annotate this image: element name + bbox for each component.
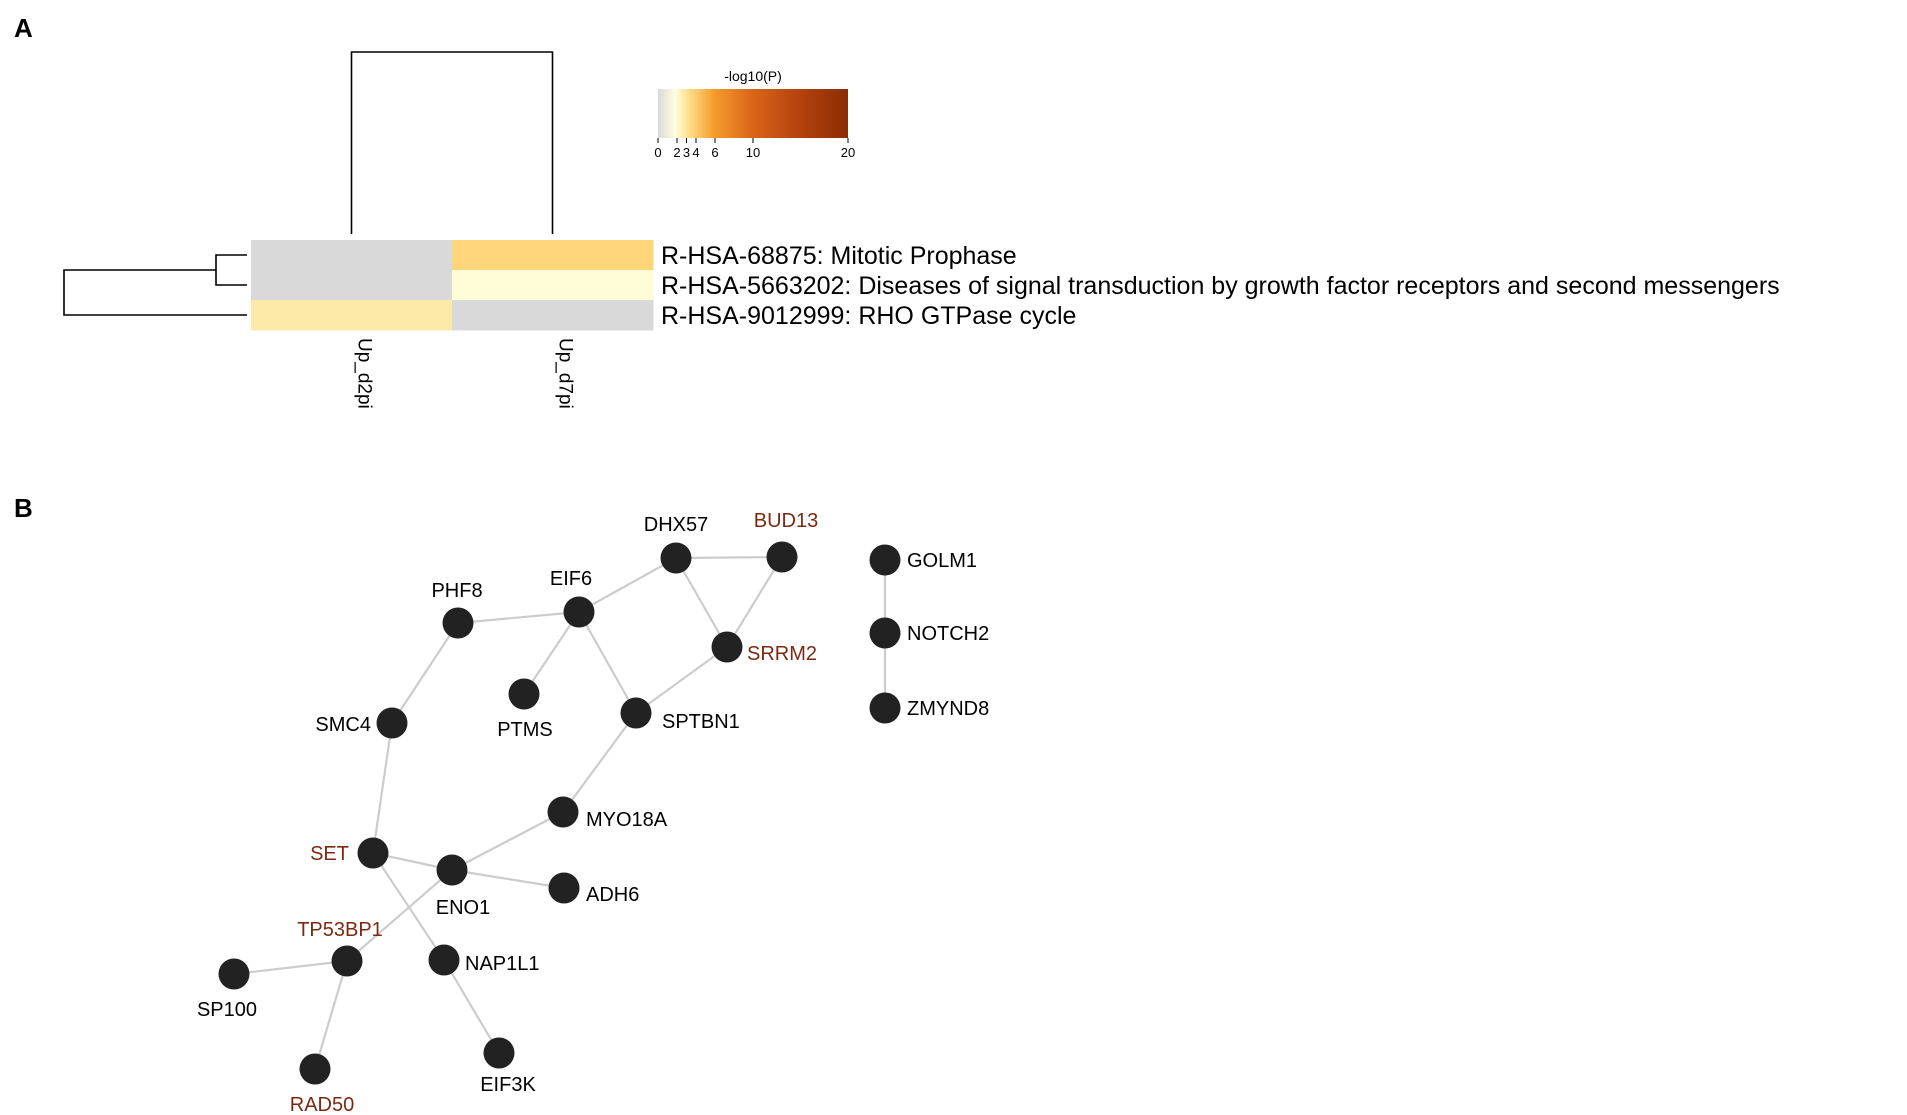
heatmap-cell <box>251 300 453 331</box>
node-label: SRRM2 <box>747 643 817 665</box>
network-node <box>218 958 250 990</box>
colorbar <box>658 89 848 138</box>
network-node <box>442 607 474 639</box>
heatmap-cell <box>452 270 654 301</box>
node-label: TP53BP1 <box>297 919 383 941</box>
network-nodes: DHX57 BUD13 GOLM1 PHF8 EIF6 SRRM2 NOTCH2 PTMS SP… <box>197 510 989 1115</box>
colorbar-tick-label: 3 <box>683 145 690 160</box>
network-edge <box>443 959 500 1054</box>
network-graph: DHX57 BUD13 GOLM1 PHF8 EIF6 SRRM2 NOTCH2 PTMS SP… <box>197 510 989 1115</box>
node-label: MYO18A <box>586 809 668 831</box>
colorbar-tick-label: 4 <box>692 145 699 160</box>
panel-a-label: A <box>14 13 33 43</box>
heatmap-cell <box>251 270 453 301</box>
node-label: ADH6 <box>586 884 639 906</box>
network-node <box>869 692 901 724</box>
network-edge <box>346 869 453 962</box>
network-node <box>508 678 540 710</box>
network-edges <box>233 555 887 1070</box>
node-label: SPTBN1 <box>662 711 740 733</box>
colorbar-title: -log10(P) <box>724 68 782 84</box>
network-node <box>766 541 798 573</box>
node-label: BUD13 <box>754 510 818 532</box>
column-label: Up_d7pi <box>555 338 576 409</box>
network-edge <box>726 556 783 648</box>
colorbar-tick-label: 6 <box>711 145 718 160</box>
network-edge <box>523 611 580 695</box>
node-label: EIF3K <box>480 1074 536 1096</box>
network-node <box>376 707 408 739</box>
node-label: DHX57 <box>644 514 708 536</box>
network-edge <box>457 610 580 625</box>
node-label: PTMS <box>497 719 553 741</box>
column-label: Up_d2pi <box>354 338 375 409</box>
node-label: ENO1 <box>436 897 490 919</box>
network-edge <box>675 555 783 560</box>
node-label: RAD50 <box>290 1094 354 1115</box>
row-label: R-HSA-5663202: Diseases of signal transd… <box>661 272 1780 300</box>
node-label: PHF8 <box>431 580 482 602</box>
node-label: NOTCH2 <box>907 623 989 645</box>
network-node <box>547 796 579 828</box>
network-edge <box>578 557 677 613</box>
heatmap-cell <box>452 300 654 331</box>
network-node <box>660 542 692 574</box>
node-label: EIF6 <box>550 568 592 590</box>
heatmap-cell <box>251 240 453 271</box>
network-edge <box>675 557 728 648</box>
node-label: SET <box>310 843 349 865</box>
network-node <box>436 854 468 886</box>
network-edge <box>313 960 349 1070</box>
panel-b-label: B <box>14 493 33 523</box>
network-node <box>711 631 743 663</box>
network-node <box>299 1053 331 1085</box>
node-label: NAP1L1 <box>465 953 540 975</box>
row-dendrogram <box>63 254 247 316</box>
colorbar-tick-label: 20 <box>841 145 855 160</box>
node-label: SP100 <box>197 999 257 1021</box>
colorbar-tick-label: 0 <box>654 145 661 160</box>
node-label: SMC4 <box>315 714 371 736</box>
network-node <box>563 596 595 628</box>
heatmap-cell <box>452 240 654 271</box>
network-edge <box>451 868 565 890</box>
network-edge <box>578 611 637 714</box>
heatmap: R-HSA-68875: Mitotic ProphaseR-HSA-56632… <box>63 51 1780 409</box>
network-node <box>483 1037 515 1069</box>
network-node <box>548 872 580 904</box>
network-node <box>620 697 652 729</box>
network-node <box>869 617 901 649</box>
network-node <box>357 837 389 869</box>
colorbar-tick-label: 2 <box>673 145 680 160</box>
network-edge <box>635 646 728 714</box>
row-label: R-HSA-9012999: RHO GTPase cycle <box>661 302 1076 330</box>
network-node <box>428 944 460 976</box>
node-label: GOLM1 <box>907 550 977 572</box>
network-edge <box>391 622 459 724</box>
network-node <box>331 945 363 977</box>
colorbar-tick-label: 10 <box>746 145 760 160</box>
network-edge <box>371 722 394 854</box>
network-edge <box>233 959 348 976</box>
network-node <box>869 544 901 576</box>
network-edge <box>562 712 637 813</box>
node-label: ZMYND8 <box>907 698 989 720</box>
column-dendrogram <box>350 51 554 234</box>
network-edge <box>451 811 564 871</box>
row-label: R-HSA-68875: Mitotic Prophase <box>661 242 1017 270</box>
